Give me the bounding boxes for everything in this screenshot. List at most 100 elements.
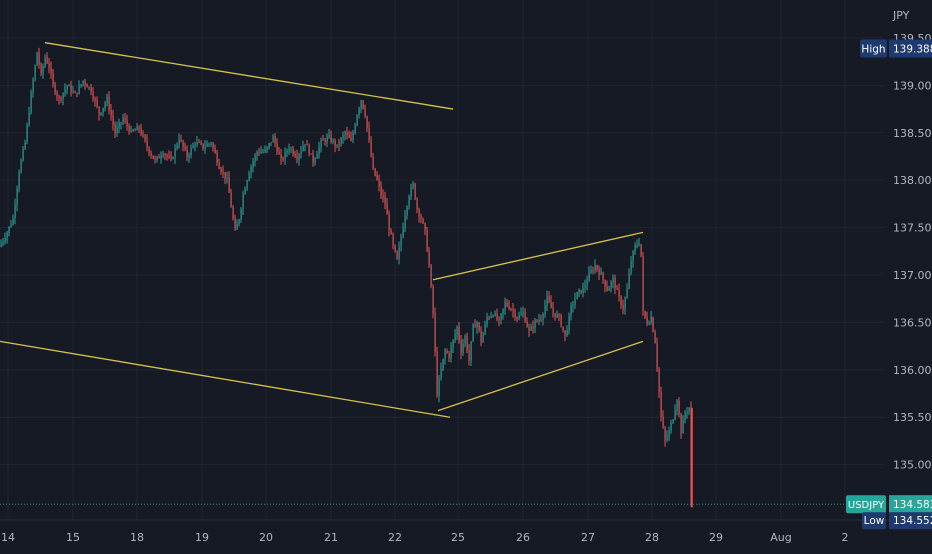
candle-body — [98, 106, 100, 115]
candle-body — [316, 154, 318, 159]
candle-body — [20, 160, 22, 173]
candle-body — [454, 334, 456, 341]
trend-line — [0, 340, 451, 418]
y-tick-label: 136.500 — [893, 316, 932, 329]
candle-body — [158, 156, 160, 159]
candle-body — [680, 413, 682, 434]
candle-body — [392, 234, 394, 245]
candle-body — [100, 112, 102, 115]
candle-body — [24, 141, 26, 149]
candle-body — [562, 326, 564, 331]
candle-body — [324, 140, 326, 142]
candle-body — [314, 158, 316, 163]
candle-body — [276, 143, 278, 153]
candle-body — [338, 144, 340, 146]
candle-body — [480, 330, 482, 343]
candle-body — [274, 136, 276, 144]
trend-line — [44, 42, 454, 110]
candle-body — [570, 305, 572, 315]
candle-body — [620, 296, 622, 306]
candle-body — [262, 151, 264, 153]
candle-body — [678, 400, 680, 414]
candle-body — [628, 273, 630, 289]
candle-body — [504, 302, 506, 309]
x-tick-label: 19 — [195, 531, 209, 544]
candle-body — [604, 279, 606, 287]
candle-body — [682, 419, 684, 434]
candle-body — [514, 311, 516, 318]
x-tick-label: 21 — [324, 531, 338, 544]
candle-body — [666, 436, 668, 441]
candle-body — [264, 150, 266, 152]
candle-body — [152, 155, 154, 159]
candle-body — [256, 151, 258, 156]
candle-body — [618, 289, 620, 297]
candle-body — [582, 287, 584, 294]
candle-body — [32, 80, 34, 93]
y-tick-label: 137.500 — [893, 222, 932, 235]
candle-body — [26, 124, 28, 142]
candle-body — [88, 87, 90, 89]
candle-body — [38, 52, 40, 65]
candle-body — [588, 272, 590, 282]
x-tick-label: 14 — [1, 531, 15, 544]
candle-body — [498, 319, 500, 321]
candle-body — [222, 171, 224, 173]
candle-body — [532, 326, 534, 328]
candle-body — [326, 137, 328, 142]
candle-body — [186, 149, 188, 158]
candle-body — [534, 320, 536, 328]
candle-body — [472, 324, 474, 342]
x-tick-label: 20 — [259, 531, 273, 544]
candle-body — [142, 134, 144, 136]
candle-body — [272, 136, 274, 143]
candle-body — [332, 140, 334, 142]
candle-body — [254, 155, 256, 162]
candle-body — [370, 140, 372, 157]
candle-body — [502, 308, 504, 314]
candle-body — [280, 154, 282, 159]
candle-body — [44, 57, 46, 67]
candle-body — [292, 148, 294, 155]
candle-body — [456, 326, 458, 335]
low-value-box — [889, 512, 932, 530]
candle-body — [462, 344, 464, 354]
candle-body — [156, 156, 158, 160]
candle-body — [92, 92, 94, 99]
currency-label: JPY — [892, 9, 910, 22]
candle-body — [442, 358, 444, 369]
high-label-box — [860, 39, 887, 58]
candle-body — [528, 326, 530, 331]
candle-body — [122, 118, 124, 123]
candle-body — [82, 80, 84, 85]
candle-body — [252, 161, 254, 167]
high-value-box — [889, 39, 932, 58]
candle-body — [654, 331, 656, 344]
candle-body — [22, 148, 24, 161]
candle-body — [218, 162, 220, 169]
candle-body — [638, 243, 640, 245]
candle-body — [422, 218, 424, 224]
candle-body — [260, 151, 262, 154]
candle-body — [170, 156, 172, 159]
y-tick-label: 137.000 — [893, 269, 932, 282]
candle-body — [414, 183, 416, 199]
candle-body — [18, 172, 20, 189]
candle-body — [482, 333, 484, 343]
candle-body — [160, 156, 162, 159]
candle-body — [690, 407, 692, 503]
candle-body — [440, 368, 442, 380]
candle-body — [34, 65, 36, 81]
candle-body — [542, 314, 544, 320]
candle-body — [448, 352, 450, 358]
candle-body — [188, 155, 190, 158]
candle-body — [646, 317, 648, 325]
candle-body — [342, 135, 344, 139]
candle-body — [96, 100, 98, 107]
candle-body — [306, 144, 308, 146]
candle-body — [652, 317, 654, 332]
candle-body — [230, 192, 232, 208]
candle-body — [568, 314, 570, 330]
candle-body — [336, 144, 338, 147]
